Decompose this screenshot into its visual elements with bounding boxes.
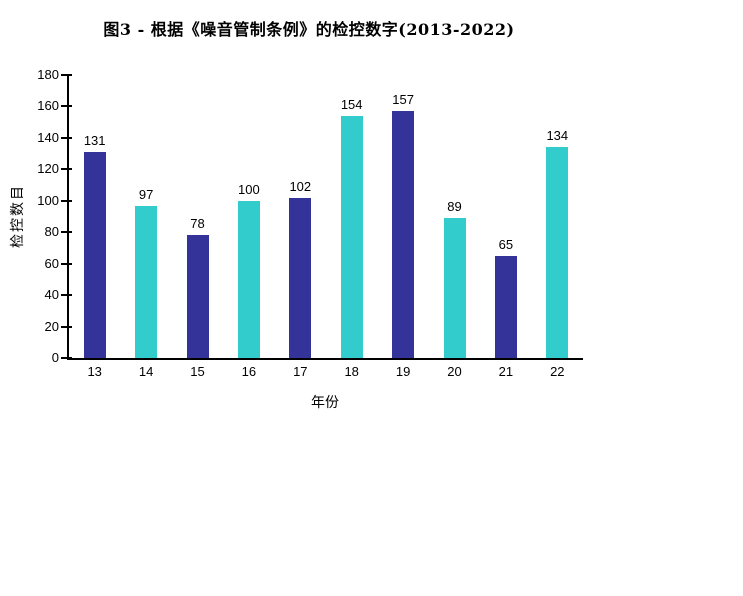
- y-tick-mark: [61, 74, 72, 76]
- y-tick-mark: [61, 231, 72, 234]
- y-tick-mark: [61, 294, 72, 297]
- bar: [83, 152, 106, 358]
- y-tick-label: 180: [37, 67, 59, 82]
- bar: [340, 115, 363, 358]
- x-tick-label: 14: [138, 364, 154, 379]
- bar-value-label: 78: [190, 216, 205, 232]
- bar: [443, 218, 466, 358]
- bar: [546, 147, 569, 358]
- x-axis-title: 年份: [311, 394, 339, 410]
- x-tick-label: 16: [241, 364, 257, 379]
- bar: [237, 200, 260, 358]
- bar-value-label: 102: [289, 178, 312, 194]
- y-tick-label: 20: [44, 318, 59, 334]
- y-tick-mark: [61, 357, 72, 359]
- x-tick-label: 19: [395, 364, 411, 379]
- y-tick-label: 40: [44, 287, 59, 303]
- bar: [494, 255, 517, 358]
- y-tick-mark: [61, 325, 72, 328]
- bar-value-label: 89: [447, 199, 462, 215]
- chart-title: 图3 - 根据《噪音管制条例》的检控数字(2013-2022): [103, 20, 515, 39]
- x-tick-label: 20: [447, 364, 462, 379]
- bar: [392, 111, 415, 358]
- y-tick-label: 0: [51, 350, 59, 365]
- y-tick-mark: [61, 168, 72, 171]
- x-tick-label: 22: [550, 364, 565, 379]
- bar: [135, 205, 158, 358]
- y-tick-label: 80: [44, 224, 59, 240]
- x-tick-labels: 13 14 15 16 17 18 19 20 21 22: [69, 364, 583, 380]
- bar: [186, 235, 209, 358]
- x-tick-label: 21: [498, 364, 514, 379]
- y-tick-mark: [61, 262, 72, 265]
- x-tick-label: 15: [190, 364, 205, 379]
- plot-area: 0 20 40 60 80 100 120 140 160 180 131 97 78 100 102 154…: [37, 67, 583, 365]
- y-tick-label: 120: [37, 161, 59, 177]
- bar-value-label: 134: [546, 128, 569, 144]
- bar-value-label: 131: [83, 133, 106, 149]
- x-tick-label: 18: [344, 364, 359, 379]
- bar: [289, 197, 312, 358]
- y-tick-label: 160: [37, 98, 59, 114]
- bar-value-label: 154: [340, 96, 363, 112]
- y-tick-mark: [61, 105, 72, 108]
- x-tick-label: 17: [293, 364, 308, 379]
- y-tick-label: 140: [37, 129, 59, 145]
- bar-value-label: 65: [498, 236, 514, 252]
- bar-value-label: 157: [392, 92, 414, 108]
- x-tick-label: 13: [87, 364, 102, 379]
- y-tick-mark: [61, 136, 72, 139]
- y-tick-mark: [61, 199, 72, 202]
- bar-value-label: 100: [238, 181, 260, 197]
- y-tick-label: 100: [37, 192, 59, 208]
- bar-value-label: 97: [138, 186, 154, 202]
- y-tick-label: 60: [44, 255, 59, 271]
